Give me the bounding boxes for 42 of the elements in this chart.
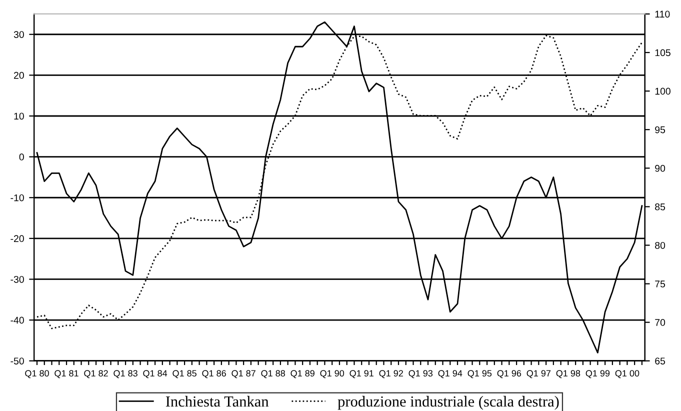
y-tick-label: -40	[10, 316, 24, 324]
x-tick-label: Q1 93	[408, 370, 433, 378]
x-tick-label: Q1 00	[615, 370, 640, 378]
x-tick-label: Q1 89	[290, 370, 314, 378]
x-tick-label: Q1 94	[438, 370, 462, 378]
y-tick-label: -30	[10, 276, 24, 283]
y-tick-label: -50	[10, 358, 24, 364]
x-tick-label: Q1 83	[114, 370, 138, 378]
y-tick-label: -10	[10, 194, 24, 202]
x-tick-label: Q1 92	[379, 370, 403, 378]
y-tick-label: -20	[10, 235, 24, 242]
y2-tick-label: 110	[655, 10, 670, 18]
y-tick-label: 10	[14, 112, 24, 120]
x-tick-label: Q1 85	[172, 370, 196, 378]
legend-label: Inchiesta Tankan	[166, 396, 269, 407]
x-tick-label: Q1 98	[556, 370, 580, 378]
y2-tick-label: 100	[655, 88, 670, 95]
y2-tick-label: 105	[655, 49, 670, 56]
y2-tick-label: 75	[655, 280, 666, 288]
x-tick-label: Q1 97	[526, 370, 551, 378]
x-tick-label: Q1 84	[143, 370, 168, 378]
x-tick-label: Q1 82	[84, 370, 108, 378]
y-tick-label: 20	[14, 72, 24, 79]
y2-tick-label: 70	[655, 319, 666, 326]
x-tick-label: Q1 86	[202, 370, 226, 378]
x-tick-label: Q1 80	[25, 370, 49, 378]
x-tick-label: Q1 90	[320, 370, 344, 378]
x-tick-label: Q1 81	[54, 370, 78, 378]
y2-tick-label: 80	[655, 242, 666, 249]
x-tick-label: Q1 99	[586, 370, 610, 378]
x-tick-label: Q1 88	[261, 370, 285, 378]
y2-tick-label: 95	[655, 126, 666, 134]
y2-tick-label: 85	[655, 203, 666, 210]
y-tick-label: 30	[14, 31, 24, 38]
x-tick-label: Q1 96	[497, 370, 522, 378]
y-tick-label: 0	[19, 154, 24, 160]
y2-tick-label: 65	[655, 358, 666, 364]
y2-tick-label: 90	[655, 164, 666, 172]
x-tick-label: Q1 91	[350, 370, 374, 378]
x-tick-label: Q1 87	[232, 370, 256, 378]
legend-label: produzione industriale (scala destra)	[338, 396, 559, 410]
x-tick-label: Q1 95	[468, 370, 492, 378]
